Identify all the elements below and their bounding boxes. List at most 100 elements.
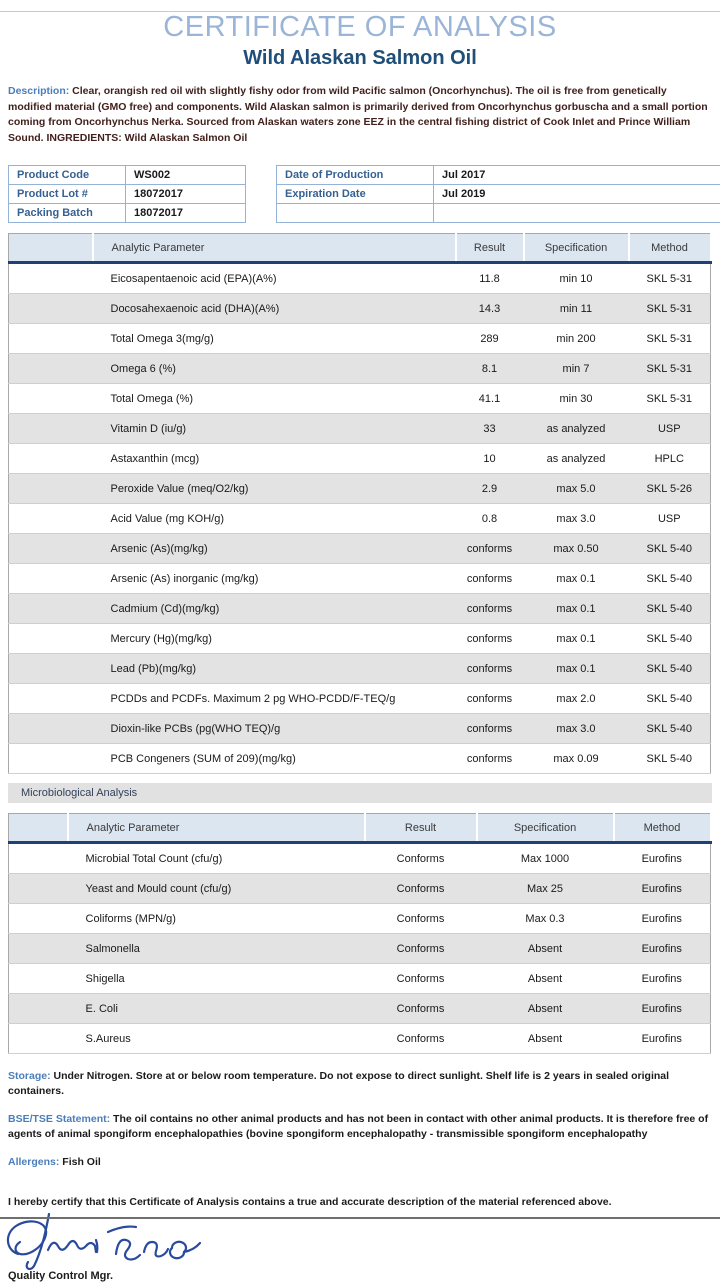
method-cell: SKL 5-31	[629, 324, 711, 354]
parameter-cell: S.Aureus	[68, 1024, 365, 1054]
parameter-cell: Total Omega 3(mg/g)	[93, 324, 456, 354]
result-cell: Conforms	[365, 843, 477, 874]
result-cell: Conforms	[365, 934, 477, 964]
row-spacer-cell	[9, 384, 93, 414]
row-spacer-cell	[9, 534, 93, 564]
result-cell: 33	[456, 414, 524, 444]
method-cell: SKL 5-40	[629, 714, 711, 744]
row-spacer-cell	[9, 744, 93, 774]
result-cell: 10	[456, 444, 524, 474]
method-cell: SKL 5-31	[629, 294, 711, 324]
result-cell: Conforms	[365, 904, 477, 934]
row-spacer-cell	[9, 874, 68, 904]
product-info-table-left: Product Code WS002 Product Lot # 1807201…	[8, 165, 246, 223]
bse-tse-text: The oil contains no other animal product…	[8, 1113, 708, 1140]
specification-cell: Max 25	[477, 874, 614, 904]
parameter-cell: PCDDs and PCDFs. Maximum 2 pg WHO-PCDD/F…	[93, 684, 456, 714]
storage-text: Under Nitrogen. Store at or below room t…	[8, 1070, 669, 1097]
method-cell: Eurofins	[614, 843, 711, 874]
table-row: Expiration Date Jul 2019	[277, 185, 720, 204]
description-label: Description:	[8, 85, 69, 97]
row-spacer-cell	[9, 1024, 68, 1054]
method-cell: SKL 5-40	[629, 564, 711, 594]
specification-cell: min 200	[524, 324, 629, 354]
parameter-cell: Omega 6 (%)	[93, 354, 456, 384]
table-row: Product Lot # 18072017	[9, 185, 246, 204]
row-spacer-cell	[9, 354, 93, 384]
result-cell: 2.9	[456, 474, 524, 504]
certification-statement: I hereby certify that this Certificate o…	[8, 1196, 712, 1208]
result-cell: conforms	[456, 534, 524, 564]
parameter-cell: Yeast and Mould count (cfu/g)	[68, 874, 365, 904]
packing-batch-label: Packing Batch	[9, 204, 126, 223]
row-spacer-cell	[9, 684, 93, 714]
row-spacer-cell	[9, 843, 68, 874]
method-cell: Eurofins	[614, 994, 711, 1024]
row-spacer-cell	[9, 994, 68, 1024]
parameter-cell: Docosahexaenoic acid (DHA)(A%)	[93, 294, 456, 324]
row-spacer-cell	[9, 564, 93, 594]
table-row	[277, 204, 720, 223]
specification-cell: min 7	[524, 354, 629, 384]
product-code-value: WS002	[126, 166, 246, 185]
method-cell: Eurofins	[614, 964, 711, 994]
specification-cell: max 0.50	[524, 534, 629, 564]
row-spacer-cell	[9, 294, 93, 324]
method-cell: SKL 5-31	[629, 384, 711, 414]
column-header: Result	[365, 814, 477, 843]
allergens-statement: Allergens: Fish Oil	[8, 1155, 712, 1170]
column-header: Specification	[477, 814, 614, 843]
specification-cell: Absent	[477, 934, 614, 964]
empty-value-cell	[434, 204, 720, 223]
row-spacer-cell	[9, 934, 68, 964]
row-spacer-cell	[9, 504, 93, 534]
parameter-cell: Microbial Total Count (cfu/g)	[68, 843, 365, 874]
row-spacer-cell	[9, 324, 93, 354]
allergens-label: Allergens:	[8, 1156, 59, 1168]
specification-cell: max 3.0	[524, 714, 629, 744]
specification-cell: max 2.0	[524, 684, 629, 714]
specification-cell: max 0.09	[524, 744, 629, 774]
microbiological-section-label: Microbiological Analysis	[8, 783, 712, 803]
parameter-cell: Acid Value (mg KOH/g)	[93, 504, 456, 534]
method-cell: USP	[629, 414, 711, 444]
column-header: Analytic Parameter	[93, 234, 456, 263]
packing-batch-value: 18072017	[126, 204, 246, 223]
result-cell: conforms	[456, 684, 524, 714]
column-header: Result	[456, 234, 524, 263]
specification-cell: max 0.1	[524, 564, 629, 594]
method-cell: SKL 5-40	[629, 684, 711, 714]
row-spacer-cell	[9, 474, 93, 504]
result-cell: conforms	[456, 744, 524, 774]
result-cell: 0.8	[456, 504, 524, 534]
parameter-cell: Arsenic (As) inorganic (mg/kg)	[93, 564, 456, 594]
specification-cell: min 11	[524, 294, 629, 324]
description-paragraph: Description: Clear, orangish red oil wit…	[8, 84, 712, 146]
table-row: Packing Batch 18072017	[9, 204, 246, 223]
certificate-title: CERTIFICATE OF ANALYSIS	[0, 11, 720, 44]
method-cell: HPLC	[629, 444, 711, 474]
parameter-cell: Vitamin D (iu/g)	[93, 414, 456, 444]
specification-cell: Max 0.3	[477, 904, 614, 934]
method-cell: Eurofins	[614, 934, 711, 964]
row-spacer-cell	[9, 654, 93, 684]
column-header: Method	[629, 234, 711, 263]
specification-cell: max 3.0	[524, 504, 629, 534]
production-date-label: Date of Production	[277, 166, 434, 185]
